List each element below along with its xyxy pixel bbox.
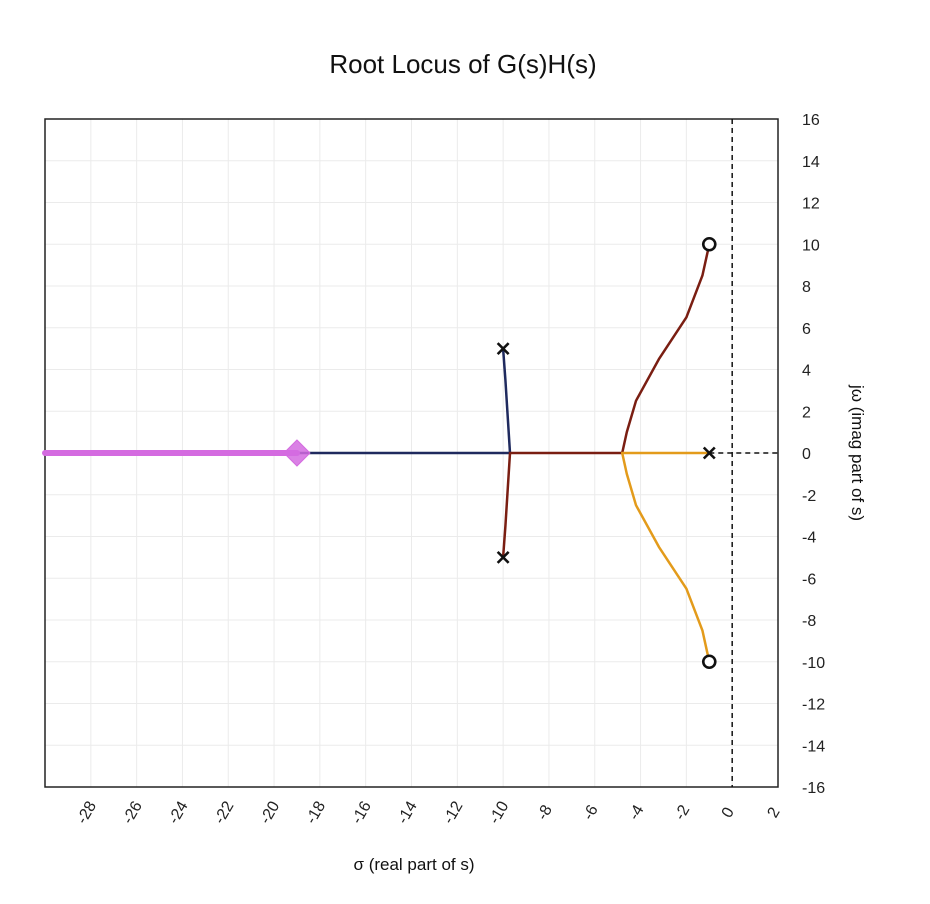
zero-marker bbox=[701, 236, 717, 252]
y-tick-label: 10 bbox=[802, 237, 820, 254]
chart-title: Root Locus of G(s)H(s) bbox=[329, 49, 596, 79]
x-tick-label: -16 bbox=[349, 798, 375, 827]
x-tick-label: -18 bbox=[303, 798, 329, 827]
y-tick-label: 14 bbox=[802, 154, 820, 171]
locus-branch-3 bbox=[620, 451, 711, 664]
locus-branch-1 bbox=[43, 347, 512, 455]
x-tick-label: -2 bbox=[672, 802, 694, 823]
y-tick-label: -12 bbox=[802, 697, 825, 714]
y-axis-title: jω (imag part of s) bbox=[848, 384, 867, 521]
pole-marker bbox=[496, 550, 510, 564]
x-axis-title: σ (real part of s) bbox=[353, 855, 474, 874]
pole-stroke bbox=[702, 446, 716, 460]
x-tick-label: -14 bbox=[394, 798, 420, 827]
x-tick-label: -22 bbox=[211, 798, 237, 827]
y-tick-label: 2 bbox=[802, 404, 811, 421]
y-tick-label: -2 bbox=[802, 488, 816, 505]
x-tick-label: 2 bbox=[765, 805, 784, 821]
y-tick-label: 16 bbox=[802, 112, 820, 129]
y-tick-label: -14 bbox=[802, 738, 825, 755]
x-tick-label: -4 bbox=[626, 802, 648, 823]
y-tick-label: 8 bbox=[802, 279, 811, 296]
x-tick-label: 0 bbox=[719, 805, 738, 821]
pole-marker bbox=[496, 342, 510, 356]
gain-marker bbox=[283, 439, 311, 467]
y-tick-label: 12 bbox=[802, 196, 820, 213]
pole-stroke bbox=[496, 342, 510, 356]
x-tick-label: -26 bbox=[120, 798, 146, 827]
y-tick-label: -16 bbox=[802, 780, 825, 797]
y-tick-label: 0 bbox=[802, 446, 811, 463]
zero-marker bbox=[701, 654, 717, 670]
x-tick-label: -20 bbox=[257, 798, 283, 827]
y-tick-label: -8 bbox=[802, 613, 816, 630]
locus-branch-2 bbox=[501, 243, 711, 559]
y-tick-label: -10 bbox=[802, 655, 825, 672]
x-tick-label: -6 bbox=[580, 802, 602, 823]
x-tick-label: -12 bbox=[440, 798, 466, 827]
x-tick-label: -24 bbox=[165, 798, 191, 827]
pole-stroke bbox=[496, 550, 510, 564]
y-tick-label: 4 bbox=[802, 363, 811, 380]
plot-area bbox=[42, 119, 778, 787]
x-tick-label: -8 bbox=[534, 802, 556, 823]
y-tick-label: -6 bbox=[802, 571, 816, 588]
y-tick-label: 6 bbox=[802, 321, 811, 338]
y-tick-label: -4 bbox=[802, 530, 816, 547]
x-tick-label: -10 bbox=[486, 798, 512, 827]
x-tick-label: -28 bbox=[74, 798, 100, 827]
pole-marker bbox=[702, 446, 716, 460]
